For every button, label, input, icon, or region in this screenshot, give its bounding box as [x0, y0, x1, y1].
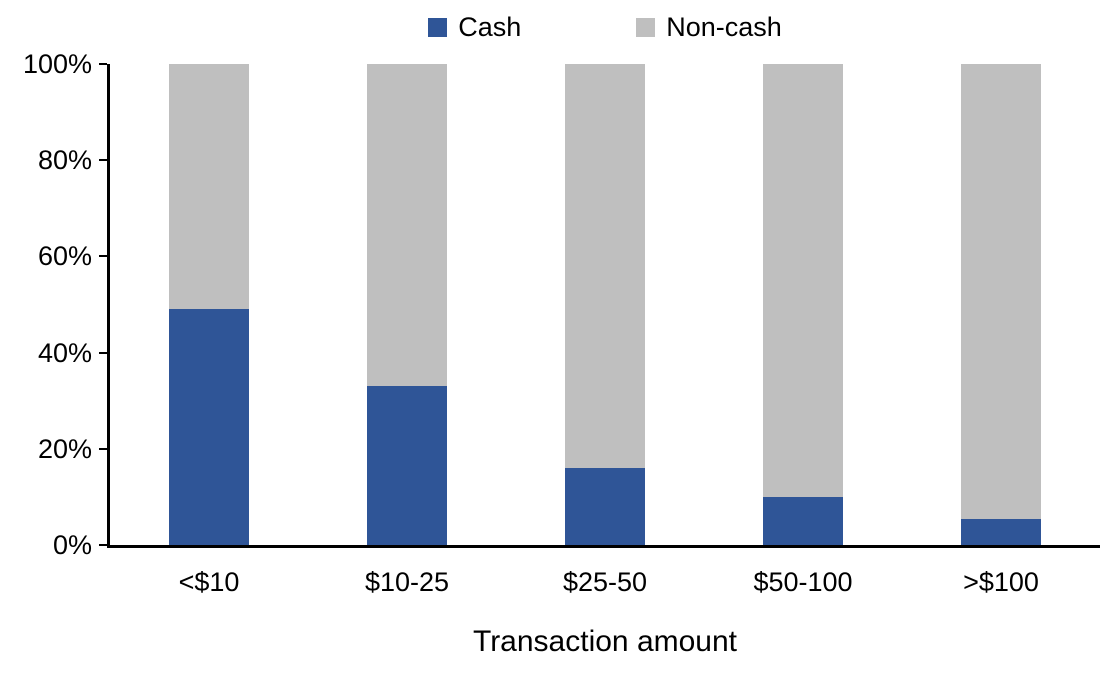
bar-segment-cash: [367, 386, 447, 545]
stacked-bar: [565, 64, 645, 545]
legend-item-cash: Cash: [428, 12, 521, 42]
stacked-bar: [961, 64, 1041, 545]
bar-segment-cash: [169, 309, 249, 545]
bar-group: [110, 64, 308, 545]
bar-segment-non-cash: [169, 64, 249, 310]
y-tick-label: 40%: [37, 337, 92, 368]
x-axis-title: Transaction amount: [472, 625, 738, 658]
y-tick-mark: [99, 351, 107, 354]
y-tick-mark: [99, 63, 107, 65]
bar-segment-cash: [763, 496, 843, 545]
plot-area: [107, 64, 1100, 548]
legend: Cash Non-cash: [110, 12, 1100, 42]
x-tick-label: >$100: [963, 567, 1039, 597]
non-cash-legend-swatch-icon: [636, 17, 656, 37]
x-tick-label: $50-100: [753, 567, 853, 597]
y-tick-mark: [99, 544, 107, 546]
legend-label-cash: Cash: [458, 12, 522, 42]
legend-item-non-cash: Non-cash: [636, 12, 782, 42]
bar-segment-cash: [961, 518, 1041, 545]
bar-group: [704, 64, 902, 545]
bar-group: [308, 64, 506, 545]
x-tick-label: $25-50: [562, 567, 648, 597]
stacked-bar: [763, 64, 843, 545]
bar-segment-non-cash: [961, 64, 1041, 519]
bar-segment-non-cash: [763, 64, 843, 497]
y-axis: 0% 20% 40% 60% 80% 100%: [0, 50, 107, 559]
bar-segment-cash: [565, 468, 645, 545]
bar-group: [902, 64, 1100, 545]
legend-label-non-cash: Non-cash: [666, 12, 782, 42]
y-tick-label: 60%: [37, 241, 92, 272]
y-tick-label: 0%: [52, 530, 92, 560]
y-tick-mark: [99, 255, 107, 258]
bar-group: [506, 64, 704, 545]
bar-segment-non-cash: [565, 64, 645, 469]
x-tick-label: <$10: [178, 567, 240, 597]
stacked-bar: [169, 64, 249, 545]
y-tick-mark: [99, 159, 107, 162]
stacked-bar: [367, 64, 447, 545]
x-axis: <$10 $10-25 $25-50 $50-100 >$100: [110, 566, 1100, 598]
x-tick-label: $10-25: [364, 567, 450, 597]
y-tick-label: 80%: [37, 145, 92, 176]
y-tick-label: 20%: [37, 433, 92, 464]
y-tick-mark: [99, 447, 107, 450]
cash-legend-swatch-icon: [428, 17, 448, 37]
y-tick-label: 100%: [22, 49, 92, 79]
bar-segment-non-cash: [367, 64, 447, 387]
